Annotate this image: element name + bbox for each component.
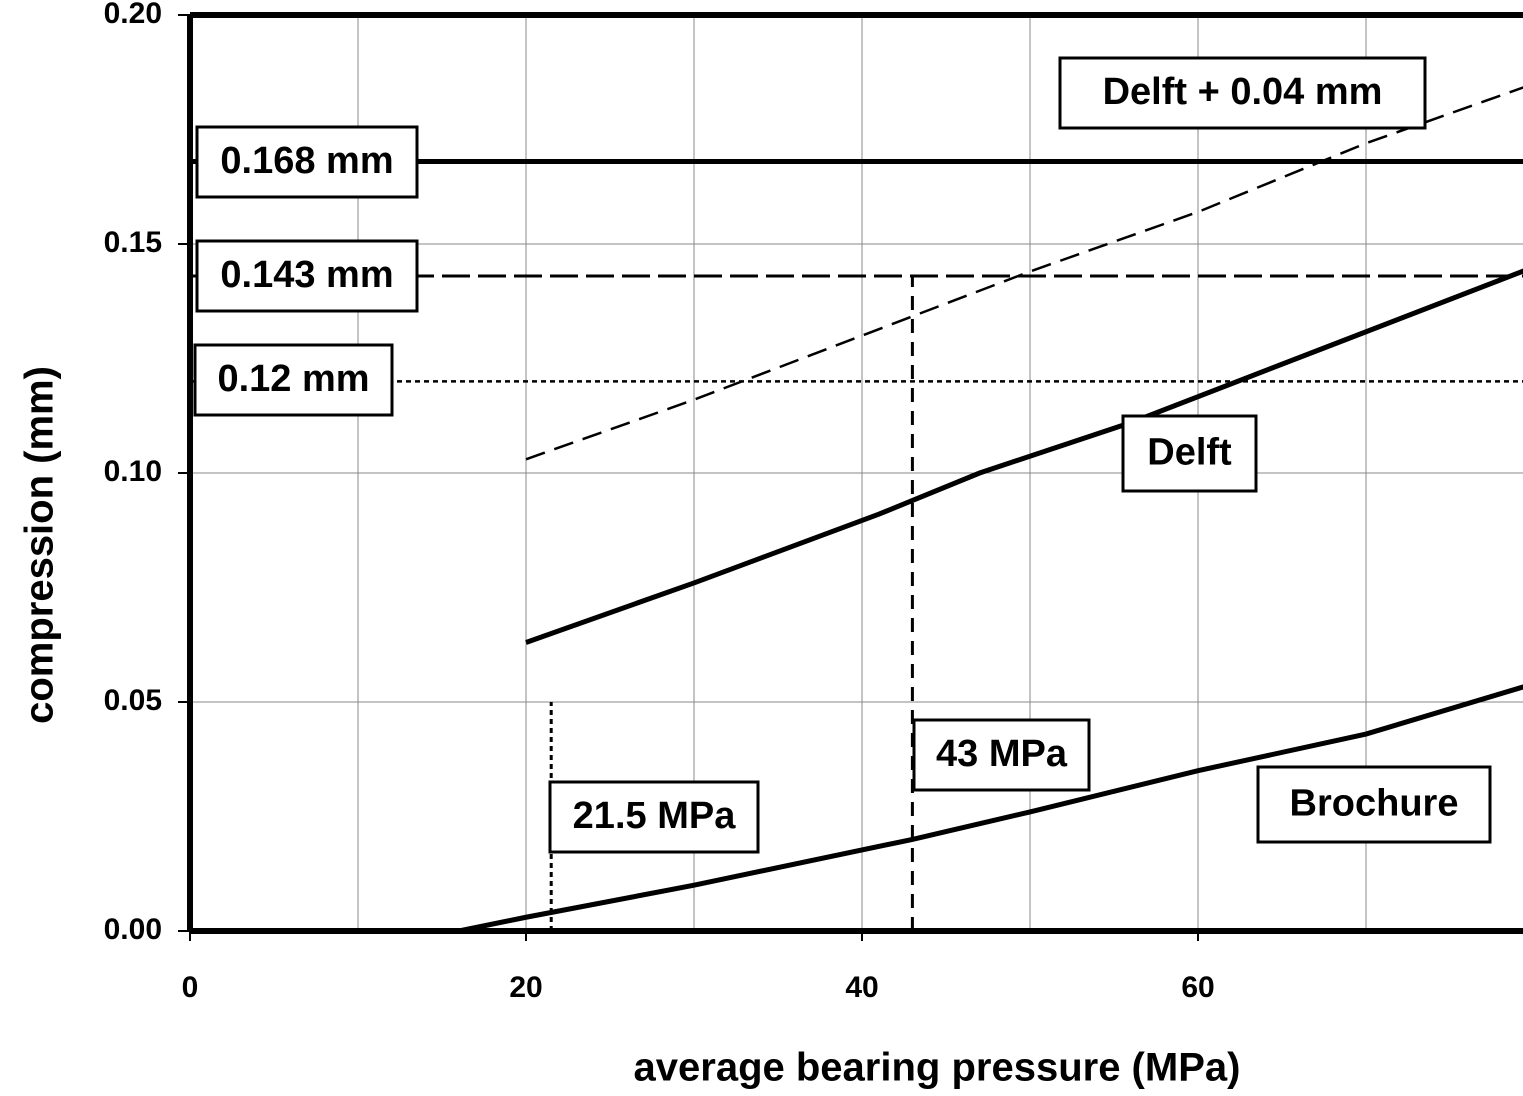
y-tick-label: 0.00 [104,913,162,946]
x-tick-label: 40 [845,971,878,1004]
y-tick-label: 0.10 [104,455,162,488]
reference-label-box [912,718,1091,792]
y-tick-label: 0.05 [104,684,162,717]
reference-label-box [548,780,760,854]
legend-label: Delft [1147,432,1232,474]
reference-label: 0.168 mm [220,140,393,182]
reference-label-box [195,125,419,199]
reference-label: 43 MPa [936,733,1068,775]
reference-label-box [193,343,394,417]
reference-label-box [195,239,419,313]
x-tick-label: 20 [509,971,542,1004]
reference-label: 0.143 mm [220,254,393,296]
x-tick-label: 60 [1181,971,1214,1004]
x-tick-label: 0 [182,971,199,1004]
data-line [458,684,1523,934]
reference-label: 0.12 mm [217,358,369,400]
reference-label: 21.5 MPa [573,795,737,837]
y-tick-label: 0.20 [104,0,162,30]
legend-label: Delft + 0.04 mm [1103,71,1383,113]
legend-label-box [1121,414,1258,493]
legend-label-box [1256,765,1492,844]
legend-label: Brochure [1290,783,1459,825]
legend-label-box [1058,56,1427,130]
x-axis-label: average bearing pressure (MPa) [634,1046,1241,1090]
y-axis-label: compression (mm) [18,366,62,724]
data-line [525,86,1523,461]
data-line [525,268,1523,645]
y-tick-label: 0.15 [104,226,162,259]
